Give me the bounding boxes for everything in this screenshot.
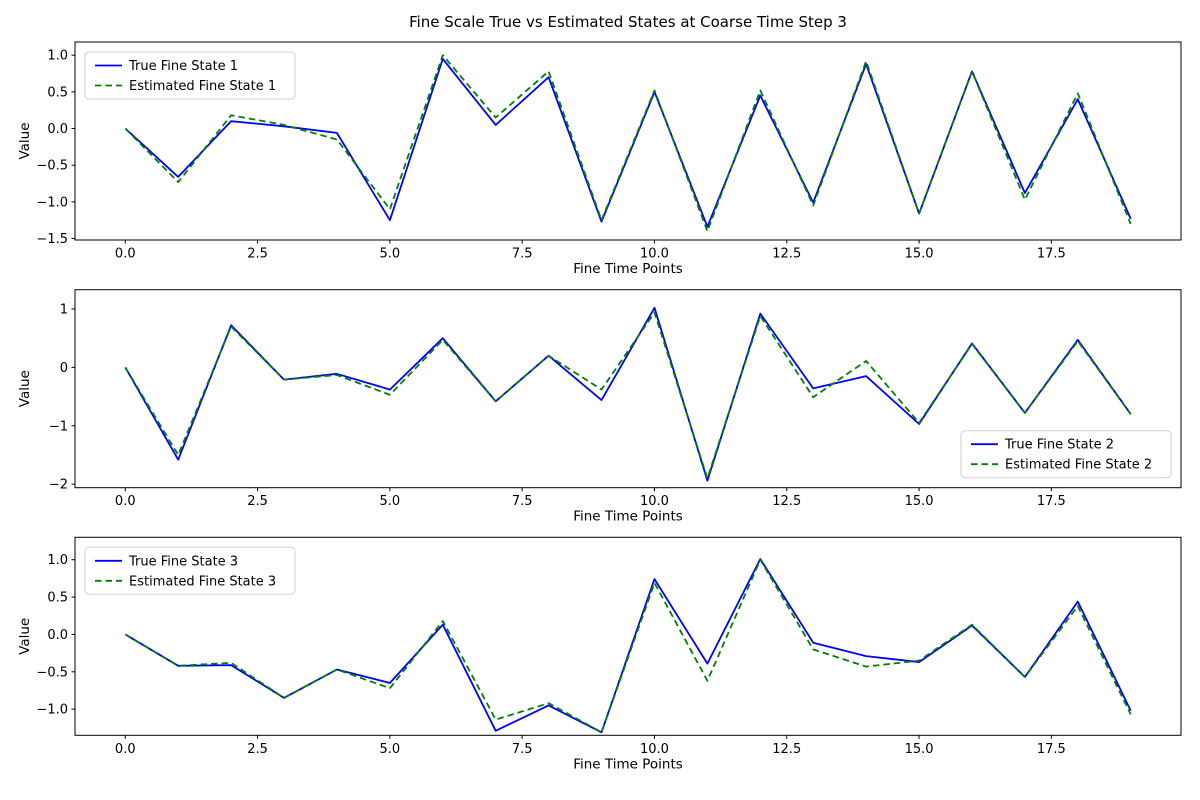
estimated-line-3	[124, 558, 1132, 734]
y-axis-label: Value	[17, 122, 33, 159]
x-tick-label: 5.0	[380, 494, 401, 509]
legend-3: True Fine State 3 Estimated Fine State 3	[84, 546, 296, 595]
y-axis-label: Value	[17, 618, 33, 655]
axes-box	[74, 536, 1182, 736]
legend-2: True Fine State 2 Estimated Fine State 2	[960, 430, 1172, 479]
y-tick-label: −1	[49, 419, 68, 434]
y-tick-label: 0.0	[47, 122, 68, 137]
y-tick-label: −1.5	[36, 232, 68, 247]
x-tick-label: 7.5	[512, 742, 533, 757]
y-tick-label: 0	[60, 361, 68, 376]
x-tick-label: 0.0	[115, 494, 136, 509]
estimated-line-1	[124, 54, 1132, 233]
y-tick-label: −2	[49, 478, 68, 493]
legend-label: Estimated Fine State 2	[1005, 458, 1152, 473]
x-tick-label: 10.0	[640, 247, 669, 262]
y-tick-label: 0.5	[47, 85, 68, 100]
y-tick-label: −1.0	[36, 195, 68, 210]
x-tick-label: 12.5	[772, 742, 801, 757]
legend-label: True Fine State 3	[128, 554, 238, 569]
subplot-2: 0.0 2.5 5.0 7.5 10.0 12.5 15.0 17.5 1 0 −1 −2 Fine T…	[17, 289, 1182, 525]
y-axis-label: Value	[17, 370, 33, 407]
x-tick-label: 12.5	[772, 494, 801, 509]
y-tick-label: 1.0	[47, 553, 68, 568]
x-tick-label: 17.5	[1037, 247, 1066, 262]
x-tick-label: 2.5	[247, 742, 268, 757]
x-tick-label: 10.0	[640, 494, 669, 509]
x-tick-label: 7.5	[512, 247, 533, 262]
x-tick-label: 0.0	[115, 742, 136, 757]
y-tick-label: −1.0	[36, 703, 68, 718]
x-tick-label: 2.5	[247, 494, 268, 509]
x-tick-label: 17.5	[1037, 494, 1066, 509]
legend-1: True Fine State 1 Estimated Fine State 1	[84, 51, 296, 100]
axes-box	[74, 41, 1182, 241]
subplot-1: 0.0 2.5 5.0 7.5 10.0 12.5 15.0 17.5 1.0 0.5 0.0 −0.…	[17, 41, 1182, 277]
estimated-line-2	[124, 311, 1132, 480]
axes-box	[74, 289, 1182, 489]
y-tick-label: 1.0	[47, 49, 68, 64]
x-tick-label: 5.0	[380, 742, 401, 757]
legend-label: True Fine State 2	[1004, 438, 1114, 453]
x-tick-label: 15.0	[905, 494, 934, 509]
x-tick-label: 17.5	[1037, 742, 1066, 757]
x-axis-label: Fine Time Points	[573, 756, 683, 772]
x-tick-label: 5.0	[380, 247, 401, 262]
y-tick-label: −0.5	[36, 159, 68, 174]
x-tick-label: 0.0	[115, 247, 136, 262]
x-tick-label: 10.0	[640, 742, 669, 757]
y-tick-label: −0.5	[36, 665, 68, 680]
y-tick-label: 1	[60, 302, 68, 317]
y-tick-label: 0.5	[47, 591, 68, 606]
legend-box	[84, 51, 296, 100]
x-axis-label: Fine Time Points	[573, 261, 683, 277]
x-tick-label: 15.0	[905, 742, 934, 757]
y-tick-label: 0.0	[47, 628, 68, 643]
figure-title: Fine Scale True vs Estimated States at C…	[409, 13, 847, 31]
x-tick-label: 15.0	[905, 247, 934, 262]
x-tick-label: 7.5	[512, 494, 533, 509]
subplot-3: 0.0 2.5 5.0 7.5 10.0 12.5 15.0 17.5 1.0 0.5 0.0 −0.…	[17, 536, 1182, 772]
legend-box	[84, 546, 296, 595]
legend-box	[960, 430, 1172, 479]
legend-label: Estimated Fine State 1	[129, 79, 276, 94]
x-tick-label: 2.5	[247, 247, 268, 262]
x-axis-label: Fine Time Points	[573, 509, 683, 525]
legend-label: Estimated Fine State 3	[129, 574, 276, 589]
x-tick-label: 12.5	[772, 247, 801, 262]
legend-label: True Fine State 1	[128, 59, 238, 74]
